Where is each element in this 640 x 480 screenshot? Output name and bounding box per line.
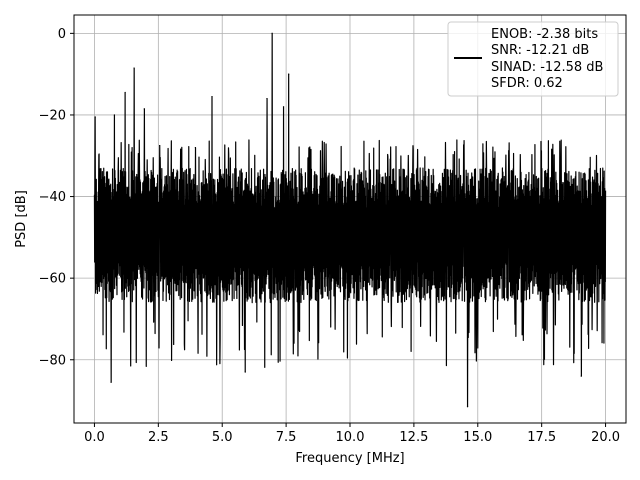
legend-sfdr: SFDR: 0.62 (491, 76, 563, 91)
y-tick-label: 0 (58, 27, 66, 42)
psd-peak-point (124, 91, 126, 94)
psd-peak-point (159, 144, 161, 147)
y-tick-label: −60 (39, 272, 66, 287)
psd-peak-point (194, 147, 196, 149)
x-axis-label: Frequency [MHz] (295, 451, 404, 466)
psd-dip-point (244, 371, 246, 373)
data-layer (93, 32, 607, 408)
y-axis-label: PSD [dB] (14, 190, 29, 248)
psd-peak-point (211, 96, 213, 98)
psd-peak-point (282, 106, 285, 108)
x-tick-label: 10.0 (336, 430, 365, 445)
psd-peak-point (271, 32, 273, 34)
legend-box (447, 21, 619, 97)
psd-peak-point (94, 116, 96, 118)
tick-layer: 0.0 2.5 5.0 7.5 10.0 12.5 15.0 17.5 20.0 0 −20 −40 −… (39, 27, 620, 445)
psd-peak-point (133, 67, 135, 69)
y-tick-label: −80 (39, 353, 66, 368)
x-tick-label: 2.5 (148, 430, 169, 445)
legend-enob: ENOB: -2.38 bits (491, 27, 598, 42)
psd-peak-point (266, 98, 268, 100)
psd-dip-point (580, 375, 582, 377)
psd-dip-point (466, 406, 469, 408)
y-tick-label: −40 (39, 190, 66, 205)
legend-snr: SNR: -12.21 dB (491, 43, 589, 58)
x-tick-label: 7.5 (276, 430, 297, 445)
legend: ENOB: -2.38 bits SNR: -12.21 dB SINAD: -… (447, 21, 619, 97)
psd-peak-point (288, 73, 290, 75)
y-tick-label: −20 (39, 108, 66, 123)
x-tick-label: 0.0 (84, 430, 105, 445)
psd-dip-point (110, 381, 112, 383)
psd-peak-point (143, 108, 145, 110)
x-tick-label: 12.5 (399, 430, 428, 445)
x-tick-label: 15.0 (463, 430, 492, 445)
psd-series-line (93, 32, 607, 408)
legend-sinad: SINAD: -12.58 dB (491, 60, 603, 75)
x-tick-label: 5.0 (212, 430, 233, 445)
x-tick-label: 20.0 (591, 430, 620, 445)
x-tick-label: 17.5 (527, 430, 556, 445)
psd-peak-point (113, 114, 115, 116)
